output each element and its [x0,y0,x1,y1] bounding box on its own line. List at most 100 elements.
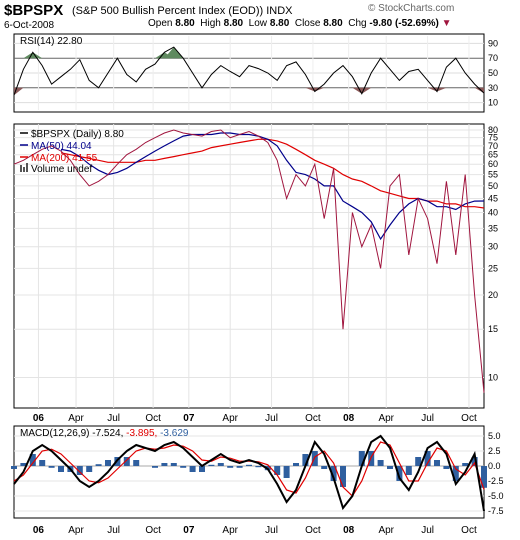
macd-histogram-bar [396,466,403,481]
rsi-overbought-area [23,52,43,59]
macd-ytick-label: 2.5 [488,446,501,456]
rsi-yticks: 10 30 50 70 90 [488,38,498,107]
x-axis-labels-top: 06 Apr Jul Oct 07 Apr Jul Oct 08 Apr Jul Oct [33,413,477,424]
macd-histogram-bar [161,463,168,466]
price-line [13,129,485,393]
macd-histogram-bar [246,464,252,466]
signal-line [13,441,485,497]
price-ytick-label: 75 [488,133,498,143]
low-value: 8.80 [269,18,290,29]
rsi-legend: RSI(14) 22.80 [20,36,83,47]
macd-yticks: -7.5 -5.0 -2.5 0.0 2.5 5.0 [488,431,504,516]
rsi-ytick-label: 30 [488,83,498,93]
high-label: High [200,18,221,29]
ma200-line [60,138,485,209]
macd-histogram-bar [452,466,459,481]
macd-legend: MACD(12,26,9) -7.524, -3.895, -3.629 [20,428,189,439]
close-label: Close [294,18,321,29]
macd-histogram-bar [123,457,130,466]
macd-histogram-bar [217,463,224,466]
close-value: 8.80 [323,18,343,29]
chg-value: -9.80 (-52.69%) [369,18,439,29]
price-ytick-label: 45 [488,193,498,203]
x-axis-label: Jul [107,525,120,536]
price-frame [13,123,485,409]
macd-histogram-bar [330,466,337,481]
price-ytick-label: 65 [488,150,498,160]
macd-histogram-bar [133,460,140,466]
open-value: 8.80 [175,18,195,29]
rsi-oversold-area [427,87,447,92]
macd-histogram-bar [39,460,46,466]
macd-histogram-bar [293,463,299,466]
macd-histogram-bar [321,466,328,469]
open-label: Open [148,18,173,29]
macd-histogram-bar [283,466,290,478]
macd-panel: -7.5 -5.0 -2.5 0.0 2.5 5.0 MACD(12,26,9) -7.5… [11,425,504,519]
x-axis-label: Jul [107,413,120,424]
macd-histogram-bar [481,466,487,488]
macd-histogram-bar [76,466,83,475]
macd-histogram-bar [387,466,393,469]
macd-histogram-bar [434,460,440,466]
price-ytick-label: 70 [488,141,498,151]
brand-logo: © StockCharts.com [368,3,455,14]
macd-histogram-bar [170,463,177,466]
exchange-label: INDX [266,5,293,17]
legend-volume-swatch [20,165,22,172]
rsi-panel: 10 30 50 70 90 RSI(14) 22.80 [13,33,498,113]
legend-ma50: MA(50) 44.04 [31,141,92,152]
macd-histogram-bar [462,463,469,466]
x-axis-label: Oct [461,525,477,536]
x-axis-label: 06 [33,413,45,424]
quote-row: Open 8.80 High 8.80 Low 8.80 Close 8.80 … [148,18,452,29]
macd-histogram-bar [95,464,102,466]
price-grid [14,124,484,408]
high-value: 8.80 [223,18,244,29]
rsi-grid [14,36,484,110]
macd-histogram-bar [86,466,93,472]
macd-histogram-bar [302,454,309,466]
macd-legend-hist: -3.629 [160,428,189,439]
rsi-ytick-label: 50 [488,68,498,78]
x-axis-label: Jul [265,525,278,536]
macd-histogram-bar [471,457,478,466]
x-axis-label: Apr [68,413,84,424]
legend-price: $BPSPX (Daily) 8.80 [31,129,124,140]
price-ytick-label: 80 [488,125,498,135]
x-axis-label: Oct [305,525,321,536]
macd-histogram-bar [208,464,215,466]
price-ytick-label: 60 [488,159,498,169]
macd-ytick-label: 0.0 [488,461,501,471]
macd-histogram-bar [152,466,158,468]
ma50-line [60,132,485,241]
x-axis-label: 08 [343,413,355,424]
low-label: Low [248,18,268,29]
x-axis-label: Oct [145,525,161,536]
rsi-oversold-area [352,87,372,94]
macd-histogram-bar [405,466,412,475]
price-ytick-label: 10 [488,372,498,382]
chart-name: (S&P 500 Bullish Percent Index (EOD)) IN… [72,5,293,17]
macd-histogram-bar [11,466,17,469]
macd-histogram-bar [227,466,234,468]
price-ytick-label: 50 [488,181,498,191]
macd-histogram-bar [105,460,111,466]
x-axis-label: Oct [305,413,321,424]
rsi-line [13,46,485,96]
price-ytick-label: 20 [488,290,498,300]
macd-ytick-label: -7.5 [488,506,504,516]
x-axis-label: 07 [183,413,195,424]
x-axis-label: Jul [421,413,434,424]
macd-histogram-bar [58,466,64,472]
price-legend: $BPSPX (Daily) 8.80 MA(50) 44.04 MA(200)… [20,129,124,175]
x-axis-label: Jul [421,525,434,536]
macd-frame [13,425,485,519]
x-axis-label: Oct [145,413,161,424]
rsi-ytick-label: 90 [488,38,498,48]
price-ytick-label: 35 [488,223,498,233]
macd-histogram-bar [236,466,243,468]
rsi-fill [14,47,484,96]
macd-histogram-bar [443,466,450,469]
